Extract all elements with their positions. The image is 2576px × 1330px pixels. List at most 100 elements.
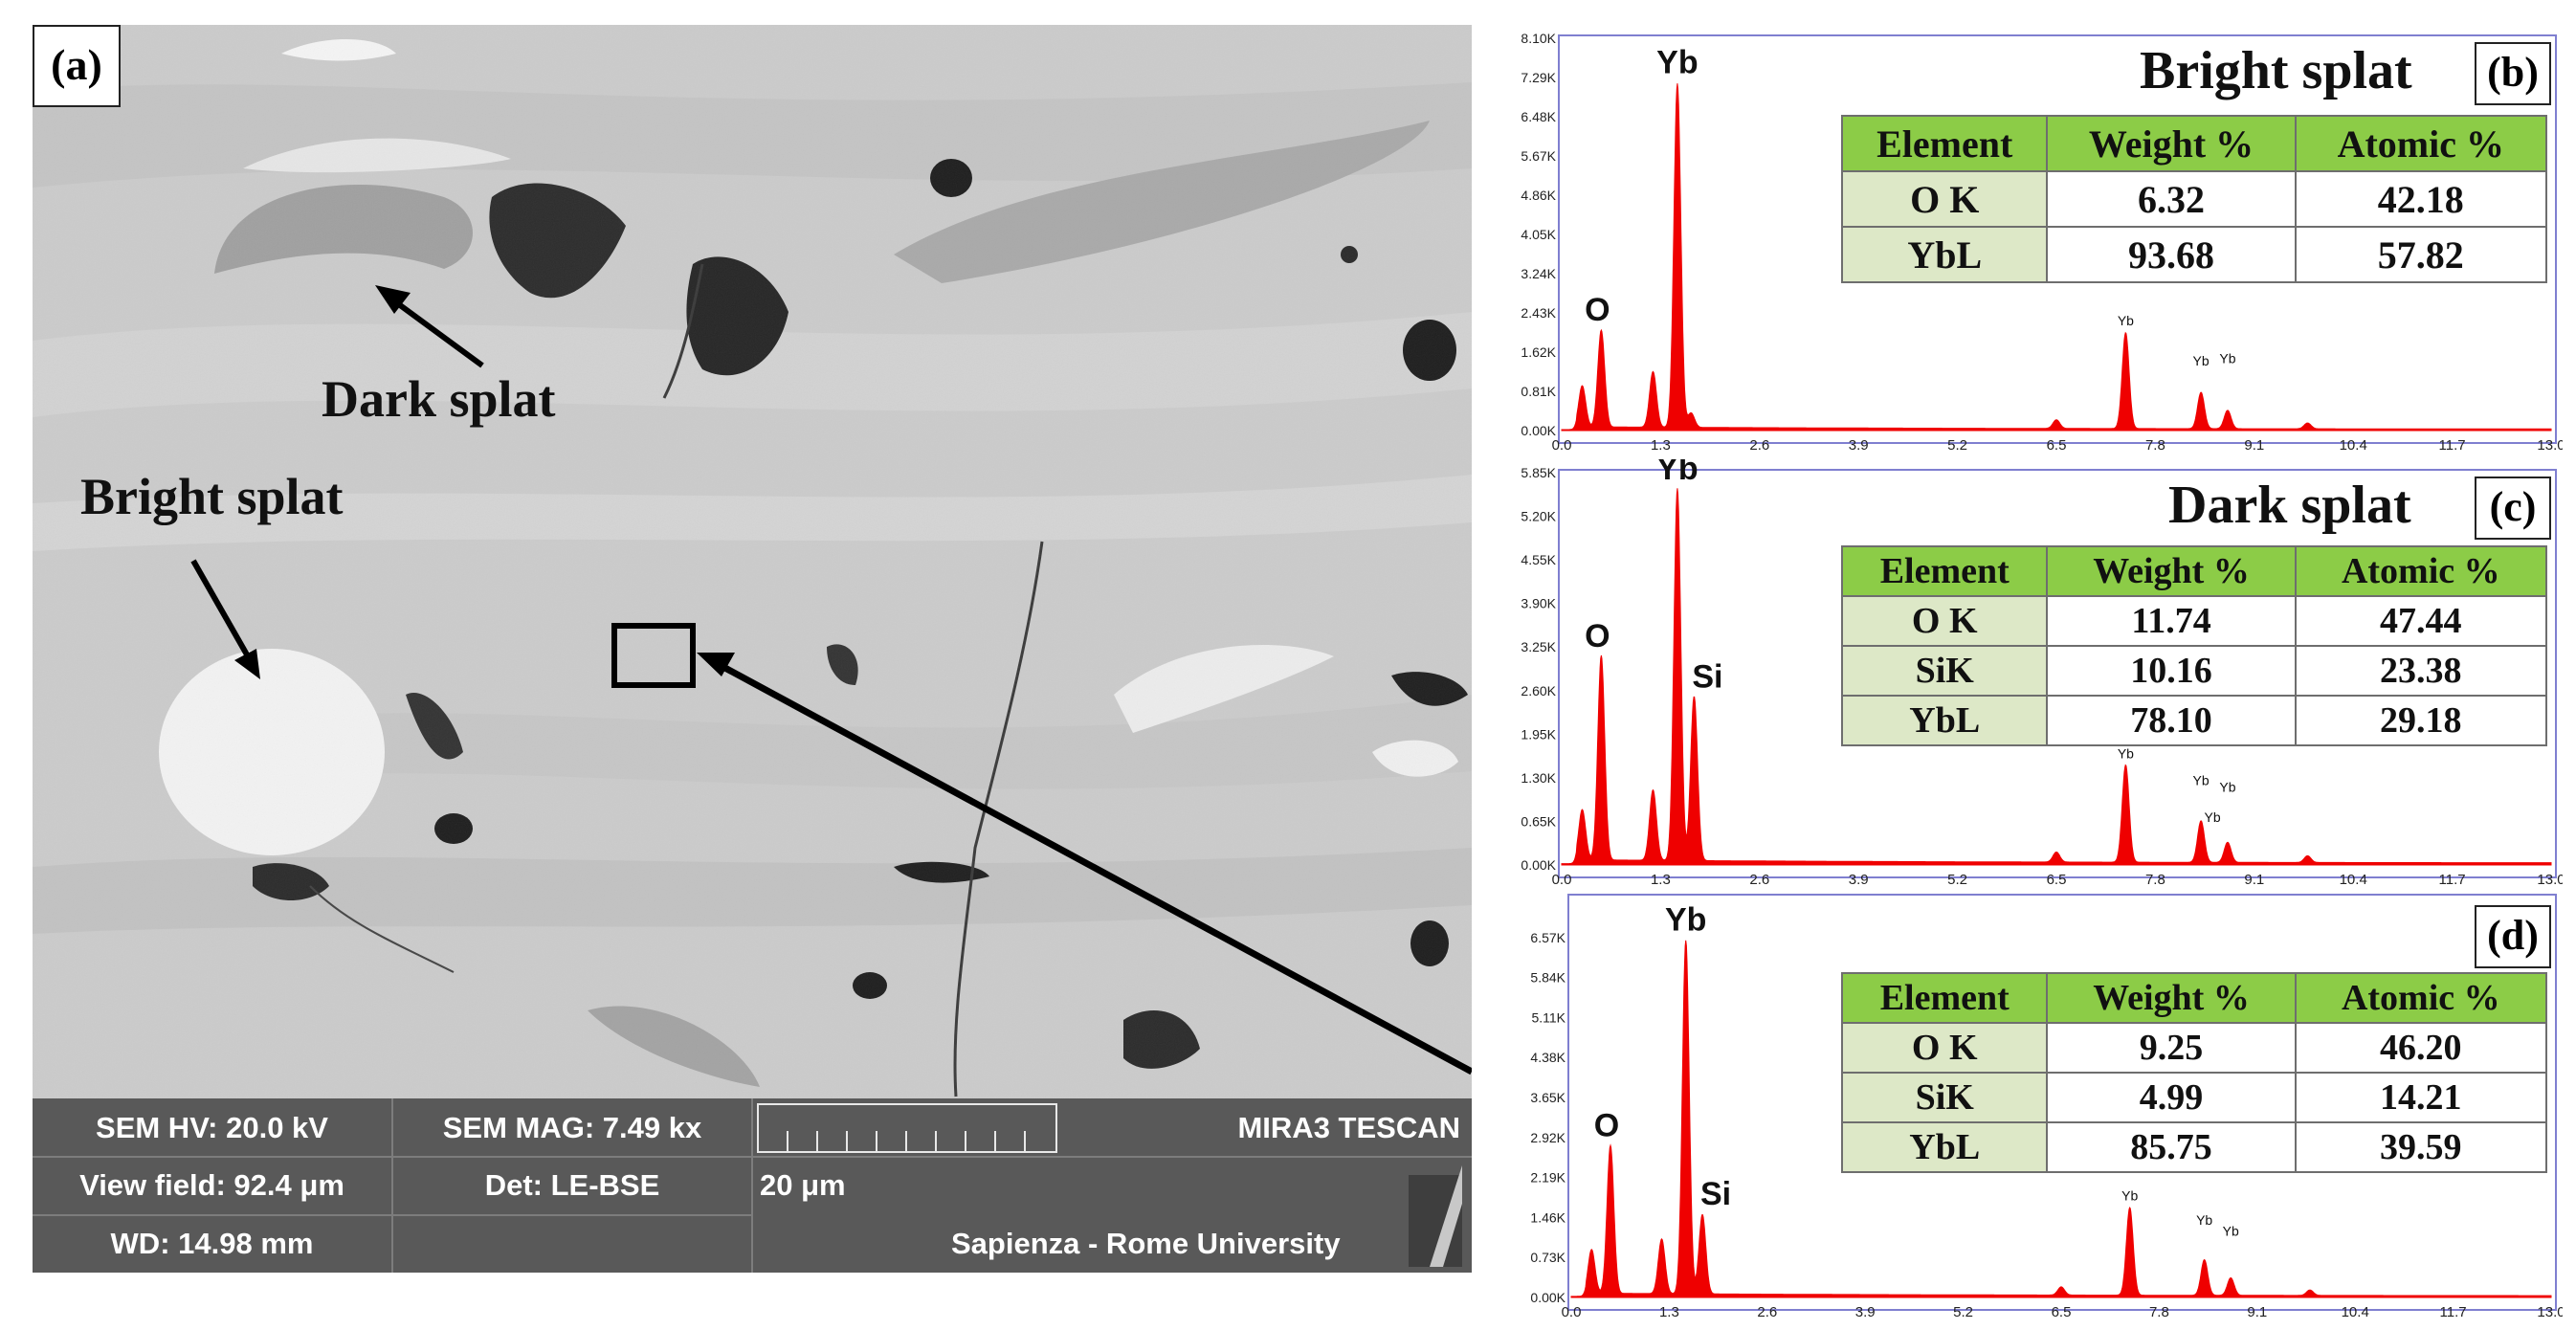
x-tick-label: 1.3: [1651, 437, 1671, 454]
sem-micrograph: (a) Dark splat Bright splat SEM HV: 20.0…: [33, 25, 1472, 1273]
panel-label-c: (c): [2475, 477, 2551, 540]
bright-splat-arrowhead: [234, 649, 260, 679]
x-tick-label: 1.3: [1651, 872, 1671, 888]
scale-bar: [757, 1103, 1057, 1153]
region-arrowhead: [697, 653, 735, 676]
y-tick-label: 0.00K: [1521, 423, 1556, 438]
spectrum-frame: [1558, 34, 2557, 444]
cell-weight: 9.25: [2046, 1022, 2297, 1074]
cell-element: YbL: [1840, 226, 2049, 283]
peak-label: O: [1594, 1107, 1619, 1143]
peak-label: Yb: [2193, 353, 2210, 368]
cell-element: SiK: [1840, 645, 2049, 697]
y-tick-label: 1.30K: [1521, 770, 1556, 786]
y-tick-label: 5.67K: [1521, 148, 1556, 164]
table-row: O K 11.74 47.44: [1840, 595, 2548, 647]
info-brand: MIRA3 TESCAN: [1237, 1111, 1460, 1144]
header-weight: Weight %: [2046, 972, 2297, 1024]
cell-atomic: 42.18: [2294, 170, 2548, 228]
eds-panel-b: 0.0 1.3 2.6 3.9 5.2 6.5 7.8 9.1 10.4 11.7 13.0 0.00…: [1481, 25, 2563, 455]
x-tick-label: 3.9: [1849, 437, 1869, 454]
y-tick-label: 3.65K: [1530, 1090, 1566, 1105]
x-tick-label: 11.7: [2439, 437, 2466, 454]
info-institution: Sapienza - Rome University: [951, 1227, 1341, 1260]
x-tick-label: 7.8: [2145, 872, 2165, 888]
sem-info-bar: SEM HV: 20.0 kV SEM MAG: 7.49 kx MIRA3 T…: [33, 1098, 1472, 1273]
x-tick-label: 3.9: [1849, 872, 1869, 888]
dark-splat-label: Dark splat: [322, 370, 556, 428]
peak-label: Yb: [2118, 745, 2134, 761]
x-tick-label: 10.4: [2340, 437, 2367, 454]
cell-atomic: 29.18: [2294, 695, 2548, 746]
x-tick-label: 0.0: [1552, 872, 1572, 888]
cell-atomic: 57.82: [2294, 226, 2548, 283]
peak-label: Yb: [2193, 772, 2210, 787]
bright-splat-arrow: [190, 559, 251, 658]
y-tick-label: 2.19K: [1530, 1170, 1566, 1186]
x-tick-label: 7.8: [2149, 1304, 2169, 1320]
eds-panel-c: 0.0 1.3 2.6 3.9 5.2 6.5 7.8 9.1 10.4 11.7 13.0 0.00…: [1481, 459, 2563, 890]
composition-table: Element Weight % Atomic % O K 6.32 42.18…: [1840, 115, 2548, 283]
y-tick-label: 5.85K: [1521, 465, 1556, 480]
cell-weight: 4.99: [2046, 1072, 2297, 1123]
header-element: Element: [1840, 545, 2049, 597]
y-tick-label: 1.46K: [1530, 1209, 1566, 1225]
y-tick-label: 2.60K: [1521, 683, 1556, 698]
peak-label: Yb: [1665, 902, 1706, 939]
tescan-logo: [1409, 1165, 1462, 1267]
peak-label: Yb: [2121, 1187, 2138, 1203]
x-tick-label: 13.0: [2537, 872, 2563, 888]
region-to-spectrum-arrow: [720, 662, 1472, 1075]
y-tick-label: 3.90K: [1521, 596, 1556, 611]
y-tick-label: 4.86K: [1521, 188, 1556, 203]
x-tick-label: 3.9: [1855, 1304, 1876, 1320]
y-tick-label: 4.55K: [1521, 552, 1556, 567]
peak-label: O: [1585, 618, 1610, 654]
x-tick-label: 5.2: [1947, 437, 1967, 454]
spectrum-plot: 0.0 1.3 2.6 3.9 5.2 6.5 7.8 9.1 10.4 11.7 13.0 0.00…: [1530, 902, 2563, 1320]
cell-atomic: 14.21: [2294, 1072, 2548, 1123]
header-weight: Weight %: [2046, 545, 2297, 597]
peak-label: Yb: [2196, 1212, 2212, 1228]
table-row: O K 9.25 46.20: [1840, 1022, 2548, 1074]
x-tick-label: 5.2: [1953, 1304, 1973, 1320]
panel-label-a: (a): [33, 25, 121, 107]
y-tick-label: 6.57K: [1530, 930, 1566, 945]
spectrum-title: Dark splat: [2168, 476, 2411, 535]
peak-label: Yb: [1656, 459, 1698, 487]
cell-atomic: 39.59: [2294, 1121, 2548, 1173]
table-header-row: Element Weight % Atomic %: [1840, 115, 2548, 172]
cell-atomic: 46.20: [2294, 1022, 2548, 1074]
cell-weight: 6.32: [2046, 170, 2297, 228]
cell-weight: 93.68: [2046, 226, 2297, 283]
y-tick-label: 1.95K: [1521, 726, 1556, 742]
spectrum-line: [1561, 488, 2552, 866]
x-tick-label: 9.1: [2247, 1304, 2267, 1320]
header-element: Element: [1840, 972, 2049, 1024]
x-tick-label: 6.5: [2047, 872, 2067, 888]
x-tick-label: 0.0: [1562, 1304, 1582, 1320]
cell-element: O K: [1840, 595, 2049, 647]
y-tick-label: 5.20K: [1521, 509, 1556, 524]
peak-label: Yb: [2204, 809, 2220, 825]
spectrum-frame: [1567, 894, 2557, 1311]
y-tick-label: 7.29K: [1521, 70, 1556, 85]
sem-image: [33, 25, 1472, 1273]
x-tick-label: 7.8: [2145, 437, 2165, 454]
peak-label: Yb: [2118, 313, 2134, 328]
y-tick-label: 0.00K: [1530, 1290, 1566, 1305]
peak-label: Yb: [2219, 350, 2235, 366]
cell-atomic: 23.38: [2294, 645, 2548, 697]
cell-weight: 10.16: [2046, 645, 2297, 697]
y-tick-label: 0.73K: [1530, 1250, 1566, 1265]
cell-weight: 11.74: [2046, 595, 2297, 647]
bright-splat-label: Bright splat: [80, 468, 344, 525]
x-tick-label: 2.6: [1757, 1304, 1777, 1320]
y-tick-label: 0.81K: [1521, 384, 1556, 399]
y-tick-label: 0.65K: [1521, 813, 1556, 829]
table-row: SiK 4.99 14.21: [1840, 1072, 2548, 1123]
y-tick-label: 2.43K: [1521, 305, 1556, 321]
panel-label-b: (b): [2475, 42, 2551, 105]
x-tick-label: 6.5: [2047, 437, 2067, 454]
peak-label: O: [1585, 292, 1610, 328]
